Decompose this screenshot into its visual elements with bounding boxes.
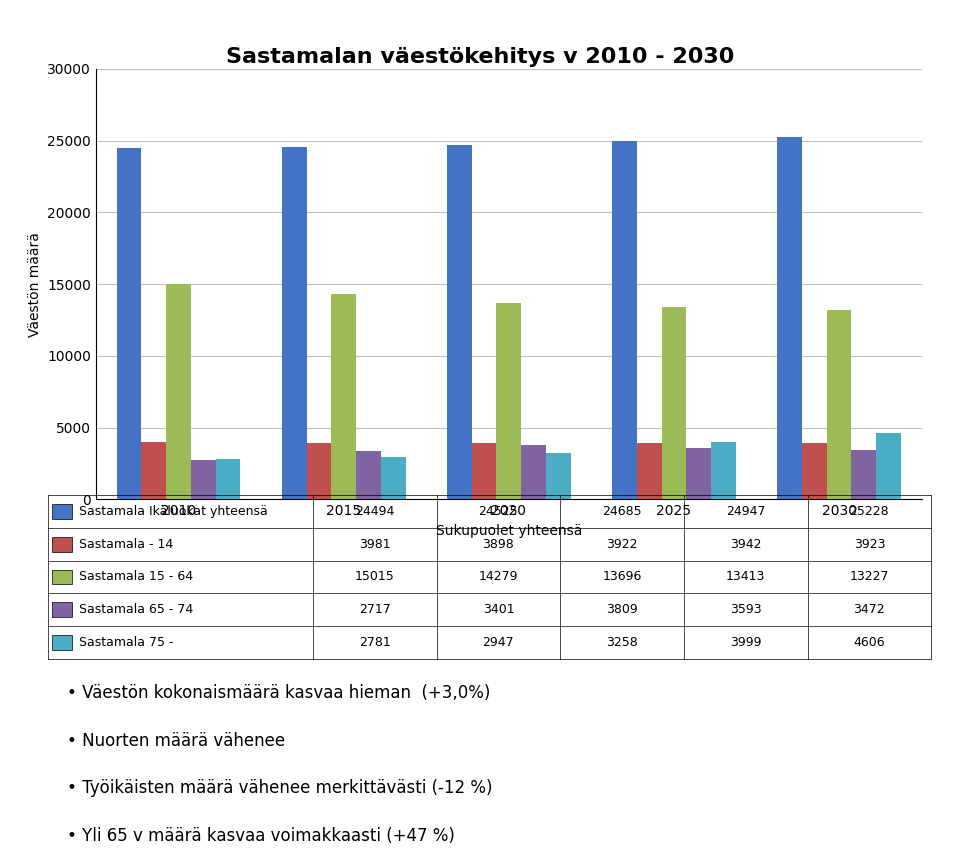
Text: 3923: 3923 xyxy=(853,537,885,551)
Text: Sastamala Ikäluokat yhteensä: Sastamala Ikäluokat yhteensä xyxy=(79,505,268,518)
Bar xyxy=(141,443,166,499)
Bar xyxy=(778,138,802,499)
Text: 3809: 3809 xyxy=(606,603,638,616)
Bar xyxy=(53,536,72,552)
Text: 3472: 3472 xyxy=(853,603,885,616)
Bar xyxy=(876,433,900,499)
Bar xyxy=(827,310,852,499)
Text: 24525: 24525 xyxy=(479,505,518,518)
Text: • Yli 65 v määrä kasvaa voimakkaasti (+47 %): • Yli 65 v määrä kasvaa voimakkaasti (+4… xyxy=(67,827,455,845)
Bar xyxy=(282,147,306,499)
Text: • Väestön kokonaismäärä kasvaa hieman  (+3,0%): • Väestön kokonaismäärä kasvaa hieman (+… xyxy=(67,684,491,703)
Text: 24947: 24947 xyxy=(726,505,765,518)
Bar xyxy=(331,294,356,499)
Bar xyxy=(546,453,570,499)
Bar xyxy=(802,443,827,499)
Bar xyxy=(711,442,735,499)
Bar xyxy=(306,443,331,499)
Text: Sastamalan väestökehitys v 2010 - 2030: Sastamalan väestökehitys v 2010 - 2030 xyxy=(226,47,734,67)
Bar xyxy=(686,448,711,499)
Bar xyxy=(471,443,496,499)
Bar xyxy=(356,450,381,499)
Bar xyxy=(191,461,216,499)
Text: 2781: 2781 xyxy=(359,635,391,649)
Bar xyxy=(636,443,661,499)
Bar xyxy=(53,569,72,585)
Bar xyxy=(446,146,471,499)
Text: 14279: 14279 xyxy=(479,570,518,584)
Bar xyxy=(661,307,686,499)
Text: 24685: 24685 xyxy=(602,505,642,518)
Text: Sastamala 15 - 64: Sastamala 15 - 64 xyxy=(79,570,193,584)
Bar xyxy=(216,460,240,499)
Text: 2717: 2717 xyxy=(359,603,391,616)
Text: 4606: 4606 xyxy=(853,635,885,649)
Text: 13413: 13413 xyxy=(726,570,765,584)
Bar xyxy=(53,504,72,519)
Bar xyxy=(852,449,876,499)
Text: 15015: 15015 xyxy=(355,570,395,584)
X-axis label: Sukupuolet yhteensä: Sukupuolet yhteensä xyxy=(436,523,582,538)
Bar xyxy=(496,303,521,499)
Text: 3258: 3258 xyxy=(606,635,638,649)
Bar xyxy=(117,148,141,499)
Text: 3922: 3922 xyxy=(607,537,637,551)
Text: 13227: 13227 xyxy=(850,570,889,584)
Bar xyxy=(53,635,72,650)
Bar xyxy=(166,284,191,499)
Text: 25228: 25228 xyxy=(850,505,889,518)
Bar xyxy=(53,602,72,617)
Text: 3401: 3401 xyxy=(483,603,515,616)
Text: 3942: 3942 xyxy=(730,537,761,551)
Text: 13696: 13696 xyxy=(602,570,642,584)
Text: • Työikäisten määrä vähenee merkittävästi (-12 %): • Työikäisten määrä vähenee merkittäväst… xyxy=(67,779,492,797)
Text: • Nuorten määrä vähenee: • Nuorten määrä vähenee xyxy=(67,732,285,750)
Bar xyxy=(381,457,405,499)
Text: 3981: 3981 xyxy=(359,537,391,551)
Bar xyxy=(521,445,546,499)
Text: Sastamala 65 - 74: Sastamala 65 - 74 xyxy=(79,603,193,616)
Text: Sastamala - 14: Sastamala - 14 xyxy=(79,537,173,551)
Text: Sastamala 75 -: Sastamala 75 - xyxy=(79,635,174,649)
Bar xyxy=(612,141,636,499)
Text: 24494: 24494 xyxy=(355,505,395,518)
Text: 3593: 3593 xyxy=(730,603,761,616)
Text: 2947: 2947 xyxy=(483,635,515,649)
Text: 3999: 3999 xyxy=(730,635,761,649)
Y-axis label: Väestön määrä: Väestön määrä xyxy=(28,232,41,337)
Text: 3898: 3898 xyxy=(483,537,515,551)
